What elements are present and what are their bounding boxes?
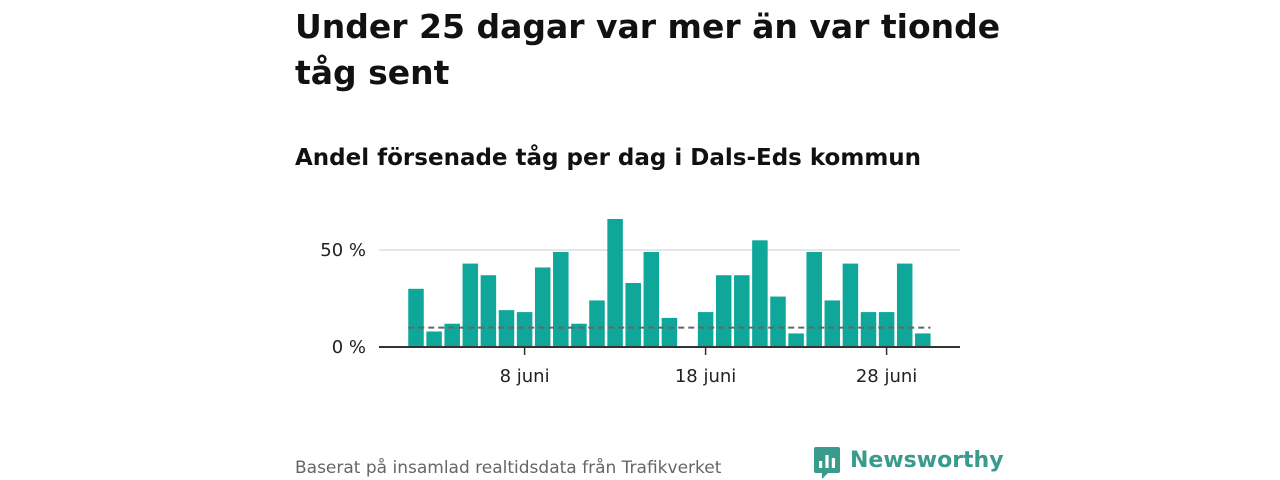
bar-24-juni	[806, 251, 822, 347]
y-axis-labels: 0 % 50 %	[320, 240, 366, 358]
x-tick-label: 8 juni	[500, 366, 550, 387]
y-tick-label: 50 %	[320, 240, 366, 261]
x-axis-labels: 8 juni 18 juni 28 juni	[500, 366, 918, 387]
chart-title: Under 25 dagar var mer än var tionde tåg…	[295, 7, 1001, 92]
x-axis	[379, 346, 960, 355]
newsworthy-logo: Newsworthy	[813, 446, 1004, 480]
y-tick-label: 0 %	[332, 337, 366, 358]
bar-23-juni	[788, 333, 804, 347]
bar-7-juni	[498, 310, 515, 347]
bar-4-juni	[444, 323, 460, 347]
chart-subtitle: Andel försenade tåg per dag i Dals-Eds k…	[295, 145, 922, 171]
bar-21-juni	[752, 240, 768, 347]
bar-3-juni	[426, 331, 442, 347]
bar-29-juni	[896, 263, 913, 347]
bar-19-juni	[715, 275, 732, 347]
bar-10-juni	[553, 251, 569, 347]
bar-9-juni	[534, 267, 551, 347]
bar-11-juni	[571, 323, 587, 347]
bar-30-juni	[915, 333, 931, 347]
bar-13-juni	[607, 218, 623, 347]
bar-6-juni	[480, 275, 497, 347]
source-note: Baserat på insamlad realtidsdata från Tr…	[295, 458, 722, 478]
bar-5-juni	[462, 263, 479, 347]
bar-16-juni	[661, 317, 678, 347]
bar-26-juni	[842, 263, 859, 347]
x-tick-label: 28 juni	[856, 366, 917, 387]
bar-14-juni	[625, 282, 641, 347]
bar-22-juni	[770, 296, 786, 347]
bar-18-juni	[697, 312, 714, 347]
x-tick-label: 18 juni	[675, 366, 736, 387]
bar-2-juni	[408, 288, 424, 347]
bar-15-juni	[643, 251, 660, 347]
bar-28-juni	[878, 312, 895, 347]
bar-27-juni	[860, 312, 877, 347]
newsworthy-logo-icon	[814, 447, 840, 479]
bar-12-juni	[589, 300, 605, 347]
brand-name: Newsworthy	[850, 448, 1004, 473]
bar-8-juni	[516, 312, 533, 347]
bar-20-juni	[734, 275, 750, 347]
bar-25-juni	[824, 300, 841, 347]
